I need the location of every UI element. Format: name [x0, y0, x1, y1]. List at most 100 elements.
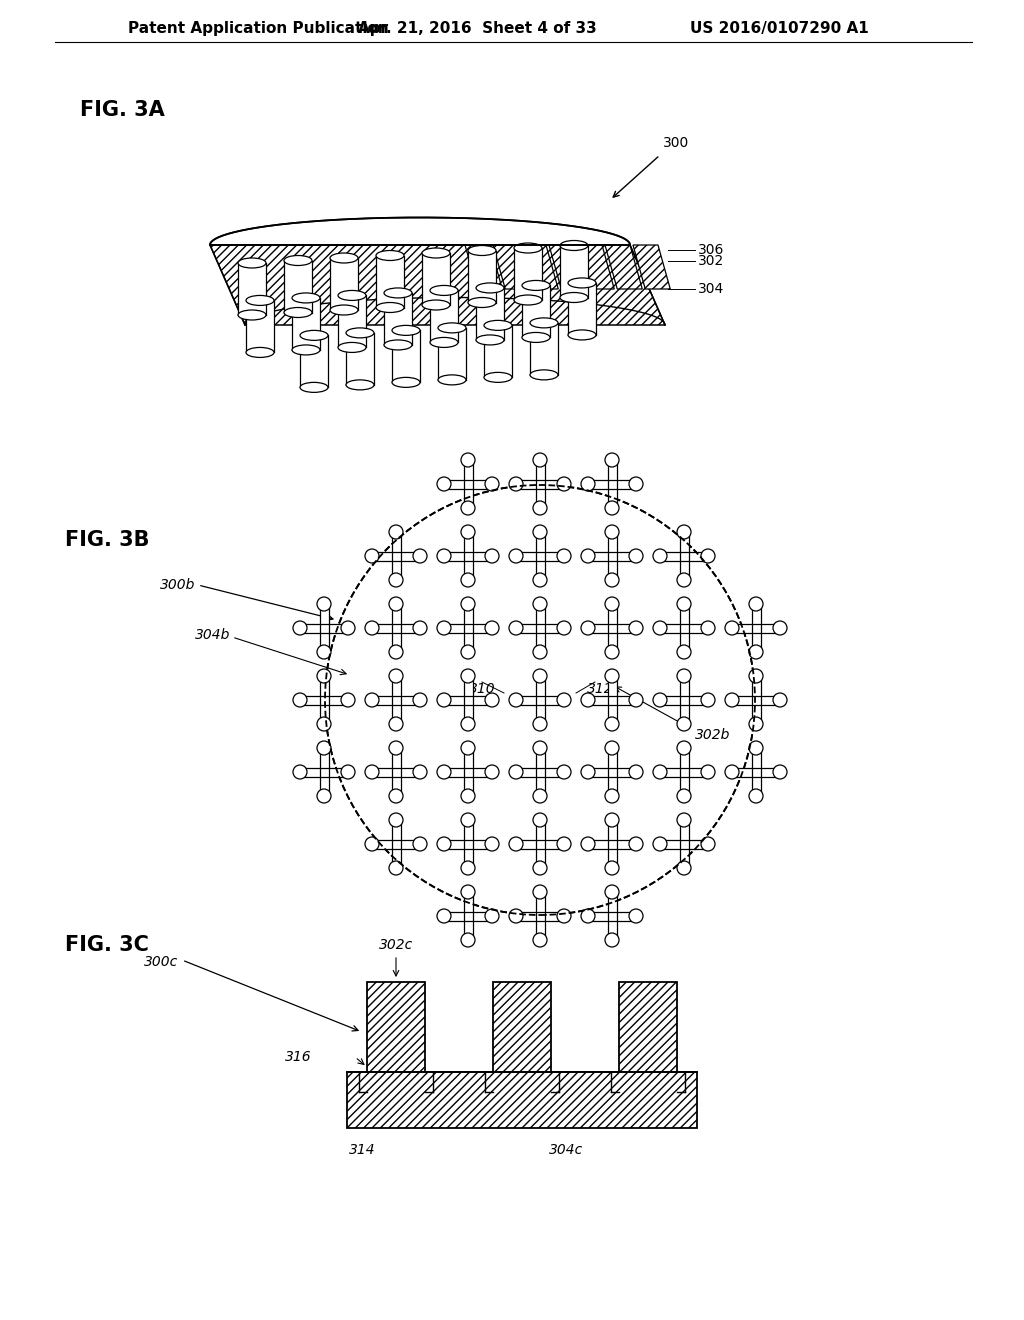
- Circle shape: [389, 717, 403, 731]
- Polygon shape: [300, 335, 328, 387]
- Circle shape: [605, 861, 618, 875]
- Ellipse shape: [522, 333, 550, 342]
- Text: US 2016/0107290 A1: US 2016/0107290 A1: [690, 21, 868, 36]
- Text: 300: 300: [663, 136, 689, 150]
- Polygon shape: [300, 767, 348, 776]
- Polygon shape: [660, 767, 708, 776]
- Circle shape: [581, 837, 595, 851]
- Circle shape: [317, 741, 331, 755]
- Circle shape: [461, 645, 475, 659]
- Polygon shape: [300, 696, 348, 705]
- Circle shape: [534, 884, 547, 899]
- Polygon shape: [618, 982, 677, 1072]
- Ellipse shape: [568, 330, 596, 341]
- Ellipse shape: [384, 341, 412, 350]
- Polygon shape: [392, 330, 420, 383]
- Circle shape: [317, 645, 331, 659]
- Circle shape: [605, 502, 618, 515]
- Circle shape: [605, 884, 618, 899]
- Circle shape: [534, 597, 547, 611]
- Circle shape: [629, 693, 643, 708]
- Polygon shape: [514, 248, 542, 300]
- Polygon shape: [319, 676, 329, 723]
- Circle shape: [605, 525, 618, 539]
- Circle shape: [461, 502, 475, 515]
- Polygon shape: [372, 696, 420, 705]
- Circle shape: [557, 766, 571, 779]
- Polygon shape: [210, 246, 665, 325]
- Circle shape: [534, 453, 547, 467]
- Ellipse shape: [560, 240, 588, 251]
- Polygon shape: [292, 298, 319, 350]
- Circle shape: [293, 620, 307, 635]
- Circle shape: [437, 620, 451, 635]
- Polygon shape: [607, 459, 616, 508]
- Text: 304b: 304b: [195, 628, 230, 642]
- Circle shape: [437, 477, 451, 491]
- Circle shape: [629, 909, 643, 923]
- Polygon shape: [430, 290, 458, 342]
- Polygon shape: [319, 605, 329, 652]
- Circle shape: [389, 597, 403, 611]
- Circle shape: [629, 837, 643, 851]
- Polygon shape: [468, 251, 496, 302]
- Circle shape: [461, 573, 475, 587]
- Circle shape: [677, 741, 691, 755]
- Polygon shape: [530, 323, 558, 375]
- Circle shape: [557, 837, 571, 851]
- Circle shape: [389, 741, 403, 755]
- Polygon shape: [605, 246, 642, 289]
- Circle shape: [485, 549, 499, 564]
- Ellipse shape: [246, 347, 274, 358]
- Circle shape: [509, 837, 523, 851]
- Circle shape: [509, 909, 523, 923]
- Polygon shape: [521, 246, 558, 289]
- Ellipse shape: [338, 342, 366, 352]
- Polygon shape: [588, 840, 636, 849]
- Polygon shape: [633, 246, 671, 289]
- Circle shape: [461, 453, 475, 467]
- Polygon shape: [516, 479, 564, 488]
- Polygon shape: [680, 748, 688, 796]
- Circle shape: [461, 717, 475, 731]
- Circle shape: [605, 597, 618, 611]
- Circle shape: [581, 549, 595, 564]
- Circle shape: [413, 620, 427, 635]
- Polygon shape: [484, 326, 512, 378]
- Polygon shape: [464, 532, 472, 579]
- Ellipse shape: [246, 296, 274, 305]
- Ellipse shape: [330, 253, 358, 263]
- Ellipse shape: [438, 323, 466, 333]
- Polygon shape: [284, 260, 312, 313]
- Text: FIG. 3C: FIG. 3C: [65, 935, 148, 954]
- Circle shape: [293, 693, 307, 708]
- Circle shape: [461, 861, 475, 875]
- Circle shape: [534, 861, 547, 875]
- Polygon shape: [516, 840, 564, 849]
- Ellipse shape: [292, 293, 319, 304]
- Polygon shape: [680, 676, 688, 723]
- Ellipse shape: [568, 279, 596, 288]
- Polygon shape: [536, 532, 545, 579]
- Circle shape: [389, 813, 403, 828]
- Circle shape: [534, 717, 547, 731]
- Polygon shape: [660, 623, 708, 632]
- Circle shape: [677, 717, 691, 731]
- Polygon shape: [516, 696, 564, 705]
- Circle shape: [293, 766, 307, 779]
- Circle shape: [317, 597, 331, 611]
- Circle shape: [677, 861, 691, 875]
- Circle shape: [677, 597, 691, 611]
- Polygon shape: [680, 605, 688, 652]
- Polygon shape: [347, 1072, 697, 1129]
- Polygon shape: [607, 676, 616, 723]
- Polygon shape: [680, 532, 688, 579]
- Text: 302: 302: [698, 253, 724, 268]
- Circle shape: [725, 766, 739, 779]
- Polygon shape: [568, 282, 596, 335]
- Circle shape: [389, 789, 403, 803]
- Ellipse shape: [392, 378, 420, 387]
- Polygon shape: [444, 840, 492, 849]
- Text: FIG. 3B: FIG. 3B: [65, 531, 150, 550]
- Polygon shape: [732, 623, 780, 632]
